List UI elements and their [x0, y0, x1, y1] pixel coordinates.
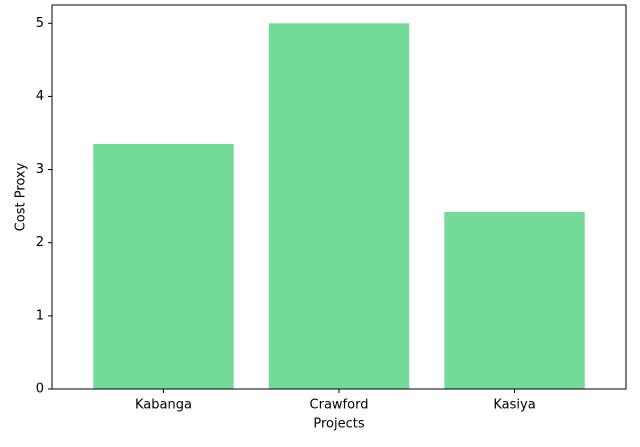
x-tick-label: Crawford — [310, 398, 369, 413]
y-tick-label: 2 — [36, 235, 44, 250]
y-tick-label: 0 — [36, 382, 44, 397]
y-axis-label: Cost Proxy — [14, 162, 29, 231]
x-axis-label: Projects — [313, 417, 364, 432]
plot-frame — [51, 4, 627, 390]
bar — [93, 143, 234, 389]
y-tick-label: 1 — [36, 308, 44, 323]
x-tick-label: Kabanga — [135, 398, 192, 413]
y-tick-label: 4 — [36, 89, 44, 104]
y-tick-label: 5 — [36, 16, 44, 31]
y-tick-label: 3 — [36, 162, 44, 177]
bar — [268, 23, 410, 390]
bar — [444, 211, 585, 389]
x-tick-label: Kasiya — [493, 398, 535, 413]
